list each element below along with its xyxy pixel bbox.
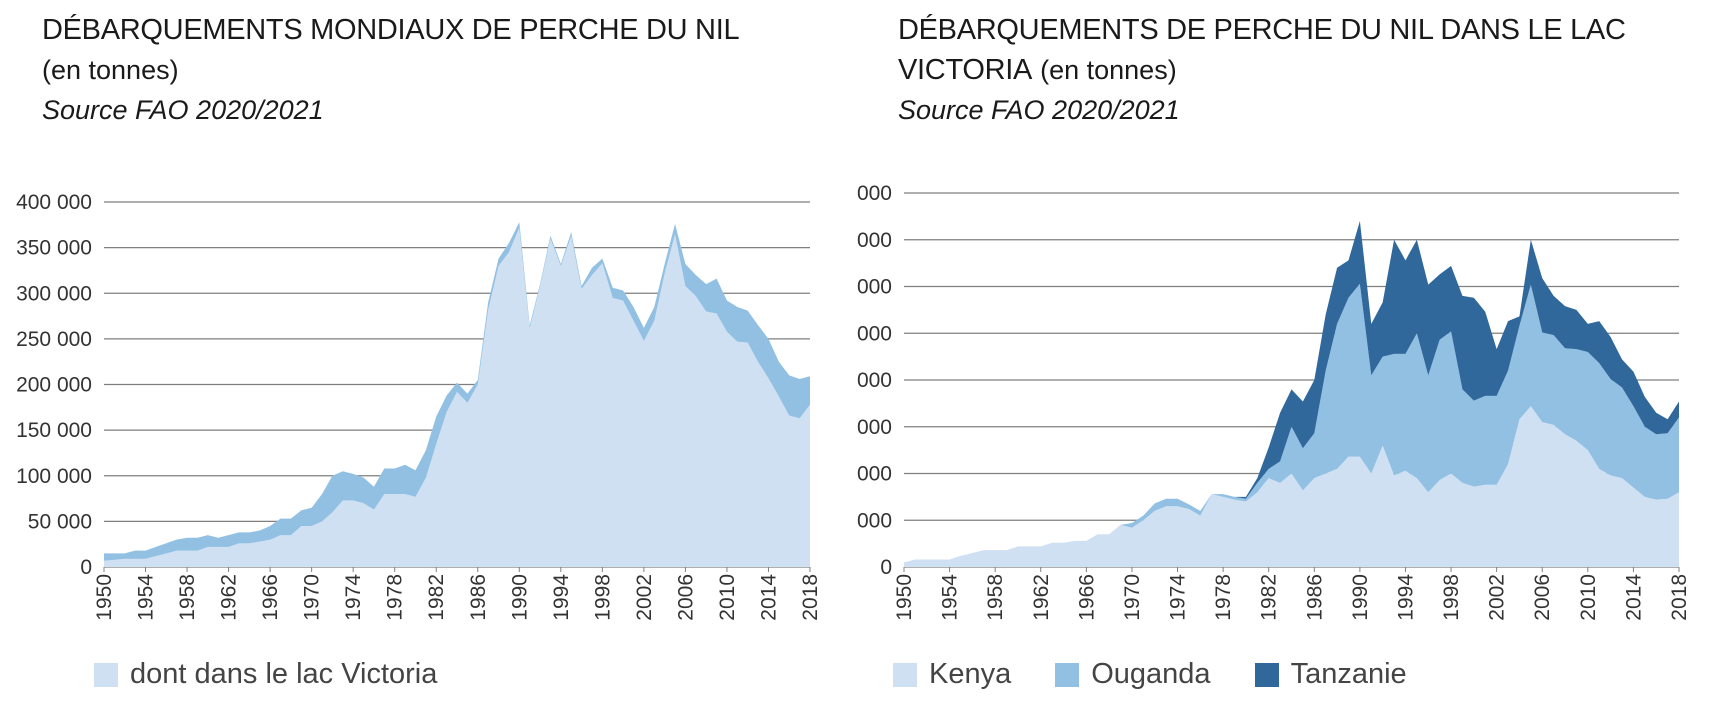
x-tick-label: 1970 (301, 574, 324, 621)
y-tick-label: 0 (880, 556, 892, 579)
x-tick-label: 1982 (425, 574, 448, 621)
x-tick-label: 2010 (716, 574, 739, 621)
legend-label: Kenya (929, 658, 1012, 690)
x-tick-label: 2010 (1577, 574, 1600, 621)
x-tick-label: 1966 (259, 574, 282, 621)
x-tick-label: 1986 (467, 574, 490, 621)
x-tick-label: 2002 (633, 574, 656, 621)
area-series-kenya (904, 406, 1679, 567)
y-tick-label: 50 000 (28, 510, 92, 533)
x-tick-label: 1958 (984, 574, 1007, 621)
x-tick-label: 1982 (1258, 574, 1281, 621)
chart-source: Source FAO 2020/2021 (42, 95, 324, 125)
y-tick-label: 350 000 (16, 237, 92, 260)
x-tick-label: 1974 (342, 574, 365, 621)
y-tick-label: 150 000 (16, 419, 92, 442)
y-tick-label: 300 000 (16, 282, 92, 305)
chart-subtitle: (en tonnes) (42, 55, 179, 85)
x-tick-label: 1994 (1394, 574, 1417, 621)
legend-swatch (94, 662, 118, 687)
x-tick-label: 2006 (1531, 574, 1554, 621)
x-tick-label: 2014 (1622, 574, 1645, 621)
chart-source: Source FAO 2020/2021 (898, 95, 1180, 125)
x-tick-label: 1950 (93, 574, 116, 621)
legend-swatch (893, 662, 917, 687)
x-tick-label: 1990 (508, 574, 531, 621)
y-tick-label: 0 (80, 556, 92, 579)
x-tick-label: 2018 (1668, 574, 1691, 621)
chart-title-block: DÉBARQUEMENTS MONDIAUX DE PERCHE DU NIL … (42, 10, 842, 130)
y-tick-label: 200 000 (16, 374, 92, 397)
x-tick-label: 2006 (674, 574, 697, 621)
y-tick-label: 300 000 (855, 276, 892, 299)
x-tick-label: 2002 (1486, 574, 1509, 621)
chart-title: DÉBARQUEMENTS DE PERCHE DU NIL DANS LE L… (898, 14, 1626, 86)
x-tick-label: 1990 (1349, 574, 1372, 621)
chart-subtitle: (en tonnes) (1040, 55, 1177, 85)
x-tick-label: 1954 (135, 574, 158, 621)
x-tick-label: 2014 (757, 574, 780, 621)
x-tick-label: 1966 (1075, 574, 1098, 621)
chart-title-block: DÉBARQUEMENTS DE PERCHE DU NIL DANS LE L… (898, 10, 1698, 130)
legend-item-ouganda: Ouganda (1055, 658, 1211, 691)
chart-area-victoria: 0 50 000 100 000 150 000 200 000 250 000 300 0… (855, 182, 1691, 621)
x-tick-label: 1978 (384, 574, 407, 621)
chart-panel-left: DÉBARQUEMENTS MONDIAUX DE PERCHE DU NIL … (16, 10, 842, 691)
legend: dont dans le lac Victoria (94, 658, 481, 691)
chart-title: DÉBARQUEMENTS MONDIAUX DE PERCHE DU NIL (42, 14, 740, 46)
area-series-lac-victoria (104, 227, 810, 568)
y-tick-label: 250 000 (855, 322, 892, 345)
chart-panel-right: DÉBARQUEMENTS DE PERCHE DU NIL DANS LE L… (855, 0, 1709, 721)
y-tick-label: 200 000 (855, 369, 892, 392)
legend-swatch (1254, 662, 1279, 687)
x-tick-label: 1978 (1212, 574, 1235, 621)
y-tick-label: 250 000 (16, 328, 92, 351)
y-tick-label: 400 000 (855, 182, 892, 205)
x-tick-label: 1970 (1121, 574, 1144, 621)
y-tick-label: 350 000 (855, 229, 892, 252)
legend-item-kenya: Kenya (893, 658, 1011, 691)
x-tick-label: 1986 (1303, 574, 1326, 621)
legend-item-tanzanie: Tanzanie (1254, 658, 1407, 691)
y-tick-label: 100 000 (16, 465, 92, 488)
legend-item: dont dans le lac Victoria (94, 658, 437, 691)
y-tick-label: 400 000 (16, 191, 92, 214)
area-series-tanzanie (904, 221, 1679, 563)
legend-label: Tanzanie (1290, 658, 1407, 690)
x-tick-label: 1954 (939, 574, 962, 621)
x-tick-label: 1962 (218, 574, 241, 621)
x-tick-label: 1998 (1440, 574, 1463, 621)
legend-label: Ouganda (1091, 658, 1211, 690)
x-tick-label: 1994 (550, 574, 573, 621)
y-tick-label: 100 000 (855, 463, 892, 486)
x-tick-label: 1958 (176, 574, 199, 621)
y-tick-label: 50 000 (855, 509, 892, 532)
x-tick-label: 1962 (1030, 574, 1053, 621)
legend: Kenya Ouganda Tanzanie (893, 658, 1451, 691)
x-tick-label: 2018 (799, 574, 822, 621)
legend-swatch (1055, 662, 1080, 687)
chart-area-world: 0 50 000 100 000 150 000 200 000 250 000 300 0… (16, 191, 822, 621)
x-tick-label: 1998 (591, 574, 614, 621)
x-tick-label: 1974 (1167, 574, 1190, 621)
legend-label: dont dans le lac Victoria (130, 658, 438, 690)
y-tick-label: 150 000 (855, 416, 892, 439)
x-tick-label: 1950 (893, 574, 916, 621)
